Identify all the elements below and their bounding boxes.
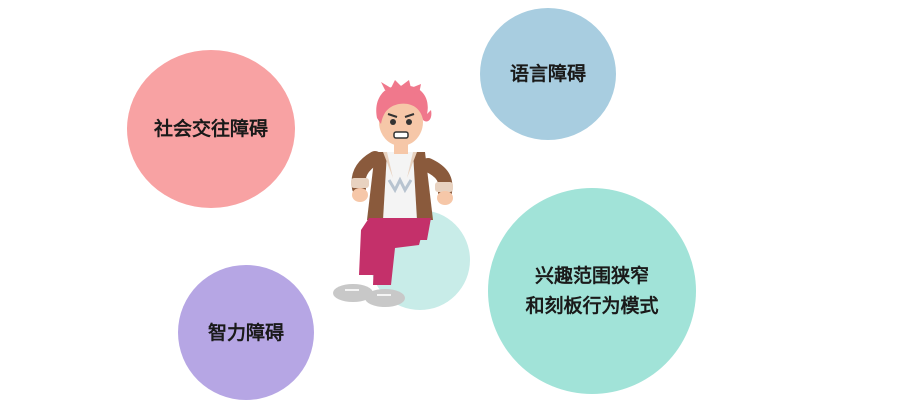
- jacket-lapel-left: [383, 152, 393, 178]
- jacket-lapel-right: [407, 152, 417, 178]
- shirt: [383, 152, 417, 220]
- restricted-interests-bubble: 兴趣范围狭窄 和刻板行为模式: [488, 188, 696, 394]
- right-shoe: [365, 289, 405, 307]
- right-cuff: [435, 182, 453, 192]
- mouth: [393, 131, 409, 139]
- head: [379, 98, 423, 146]
- right-hand: [437, 191, 453, 205]
- social-interaction-bubble: 社会交往障碍: [127, 50, 295, 208]
- left-hand: [352, 188, 368, 202]
- shirt-pattern: [387, 176, 413, 194]
- pants-right-leg: [373, 230, 423, 285]
- left-shoe: [333, 284, 373, 302]
- anxious-child-illustration: [333, 80, 470, 310]
- social-interaction-label: 社会交往障碍: [153, 118, 268, 140]
- language-label: 语言障碍: [509, 63, 586, 85]
- hair-spikes: [381, 80, 421, 94]
- intellectual-label: 智力障碍: [207, 321, 284, 344]
- left-eye: [390, 119, 396, 125]
- hair: [376, 85, 432, 124]
- intellectual-bubble: 智力障碍: [178, 265, 314, 400]
- language-bubble: 语言障碍: [480, 8, 616, 140]
- restricted-interests-label: 兴趣范围狭窄 和刻板行为模式: [525, 265, 659, 317]
- brows: [387, 113, 415, 118]
- right-eye: [406, 119, 412, 125]
- left-cuff: [351, 178, 369, 188]
- shoe-laces: [345, 289, 391, 296]
